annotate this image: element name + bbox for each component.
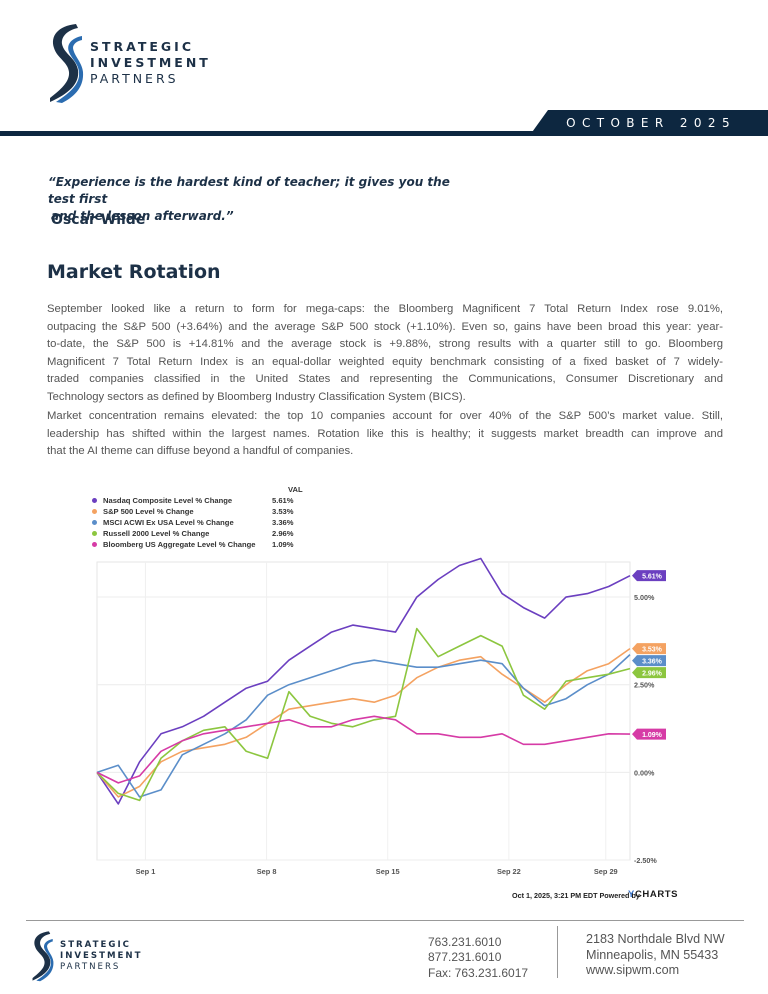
paragraph-line: that the AI theme can diffuse beyond a h… bbox=[47, 445, 354, 458]
legend-swatch bbox=[92, 509, 97, 514]
legend-label: Russell 2000 Level % Change bbox=[103, 529, 210, 538]
quote-author: Oscar Wilde bbox=[51, 212, 146, 228]
x-tick-label: Sep 1 bbox=[136, 867, 156, 876]
paragraph-line: to-date, the S&P 500 is +14.81% and the … bbox=[47, 338, 723, 351]
y-tick-label: 2.50% bbox=[634, 681, 655, 690]
paragraph-line: September looked like a return to form f… bbox=[47, 303, 723, 315]
logo-line-strategic: STRATEGIC bbox=[90, 39, 195, 54]
y-tick-label: 5.00% bbox=[634, 593, 655, 602]
address-block: 2183 Northdale Blvd NW Minneapolis, MN 5… bbox=[586, 932, 725, 979]
legend-swatch bbox=[92, 542, 97, 547]
footer-divider bbox=[557, 926, 558, 978]
paragraph-line: Market concentration remains elevated: t… bbox=[47, 410, 723, 422]
footer-rule bbox=[26, 920, 744, 921]
opening-quote: “Experience is the hardest kind of teach… bbox=[48, 174, 478, 225]
series-value-tag bbox=[632, 728, 666, 740]
legend-label: Nasdaq Composite Level % Change bbox=[103, 496, 233, 505]
series-line bbox=[96, 654, 631, 798]
company-logo: STRATEGIC INVESTMENT PARTNERS bbox=[46, 22, 211, 104]
logo-wordmark: STRATEGIC INVESTMENT PARTNERS bbox=[60, 940, 142, 973]
legend-swatch bbox=[92, 531, 97, 536]
paragraph-line: leadership has shifted within the larges… bbox=[47, 427, 723, 440]
logo-s-mark-icon bbox=[32, 931, 54, 982]
series-value-tag bbox=[632, 570, 666, 582]
legend-header: VAL bbox=[288, 485, 303, 494]
logo-s-mark-icon bbox=[50, 24, 84, 103]
ycharts-logo: YCHARTS bbox=[628, 889, 678, 900]
quote-line: “Experience is the hardest kind of teach… bbox=[48, 175, 450, 206]
legend-value: 2.96% bbox=[272, 529, 294, 538]
website-link[interactable]: www.sipwm.com bbox=[586, 963, 680, 978]
y-tick-label: 0.00% bbox=[634, 768, 655, 777]
chart-footnote: Oct 1, 2025, 3:21 PM EDT Powered by bbox=[512, 891, 640, 900]
legend-value: 1.09% bbox=[272, 540, 294, 549]
logo-line-strategic: STRATEGIC bbox=[60, 939, 131, 950]
phone-block: 763.231.6010 877.231.6010 Fax: 763.231.6… bbox=[428, 935, 528, 981]
legend-label: MSCI ACWI Ex USA Level % Change bbox=[103, 518, 234, 527]
quote-line: and the lesson afterward.” bbox=[51, 209, 234, 223]
address-street: 2183 Northdale Blvd NW bbox=[586, 932, 725, 946]
ycharts-y-icon: Y bbox=[628, 889, 635, 900]
series-value-tag bbox=[632, 667, 666, 679]
logo-line-partners: PARTNERS bbox=[60, 961, 121, 972]
legend-swatch bbox=[92, 498, 97, 503]
plot-area bbox=[96, 561, 631, 861]
series-value-label: 1.09% bbox=[642, 732, 663, 739]
y-tick-label: -2.50% bbox=[634, 856, 657, 865]
legend-label: Bloomberg US Aggregate Level % Change bbox=[103, 540, 256, 549]
ycharts-wordmark: CHARTS bbox=[634, 889, 679, 900]
phone-local[interactable]: 763.231.6010 bbox=[428, 935, 502, 949]
x-tick-label: Sep 15 bbox=[376, 867, 400, 876]
logo-line-investment: INVESTMENT bbox=[60, 950, 143, 961]
article-paragraph: Market concentration remains elevated: t… bbox=[47, 408, 723, 461]
paragraph-line: Magnificent 7 Total Return Index is an e… bbox=[47, 355, 723, 368]
series-value-tag bbox=[632, 643, 666, 655]
series-value-tag bbox=[632, 655, 666, 667]
logo-line-investment: INVESTMENT bbox=[90, 55, 211, 70]
x-tick-label: Sep 8 bbox=[257, 867, 277, 876]
series-line bbox=[96, 715, 631, 784]
logo-line-partners: PARTNERS bbox=[90, 71, 179, 86]
address-city: Minneapolis, MN 55433 bbox=[586, 947, 719, 962]
series-line bbox=[96, 557, 631, 805]
performance-chart: 5.00% 2.50% 0.00% -2.50% Sep 1 Sep 8 Sep 15 Sep… bbox=[84, 482, 690, 904]
paragraph-line: Technology sectors as defined by Bloombe… bbox=[47, 390, 466, 403]
header-rule bbox=[0, 131, 768, 136]
legend-label: S&P 500 Level % Change bbox=[103, 507, 194, 516]
issue-date: OCTOBER 2025 bbox=[566, 116, 736, 130]
article-paragraph: September looked like a return to form f… bbox=[47, 301, 723, 407]
date-banner bbox=[530, 110, 768, 135]
legend-value: 3.53% bbox=[272, 507, 294, 516]
phone-tollfree[interactable]: 877.231.6010 bbox=[428, 950, 502, 965]
series-value-label: 2.96% bbox=[642, 670, 663, 677]
series-value-label: 5.61% bbox=[642, 573, 663, 580]
legend-value: 3.36% bbox=[272, 518, 294, 527]
chart-canvas: 5.00% 2.50% 0.00% -2.50% Sep 1 Sep 8 Sep 15 Sep… bbox=[96, 557, 666, 876]
fax-number: Fax: 763.231.6017 bbox=[428, 965, 529, 980]
paragraph-line: outpacing the S&P 500 (+3.64%) and the a… bbox=[47, 320, 723, 333]
footer-logo: STRATEGIC INVESTMENT PARTNERS bbox=[30, 928, 142, 984]
logo-wordmark: STRATEGIC INVESTMENT PARTNERS bbox=[90, 39, 211, 87]
paragraph-line: traded companies classified in the Unite… bbox=[47, 373, 723, 386]
series-value-label: 3.53% bbox=[642, 646, 663, 653]
section-title: Market Rotation bbox=[47, 261, 221, 283]
series-value-label: 3.36% bbox=[642, 658, 663, 665]
x-tick-label: Sep 29 bbox=[594, 867, 618, 876]
legend-swatch bbox=[92, 520, 97, 525]
x-tick-label: Sep 22 bbox=[497, 867, 521, 876]
legend-value: 5.61% bbox=[272, 496, 294, 505]
series-line bbox=[96, 647, 631, 798]
